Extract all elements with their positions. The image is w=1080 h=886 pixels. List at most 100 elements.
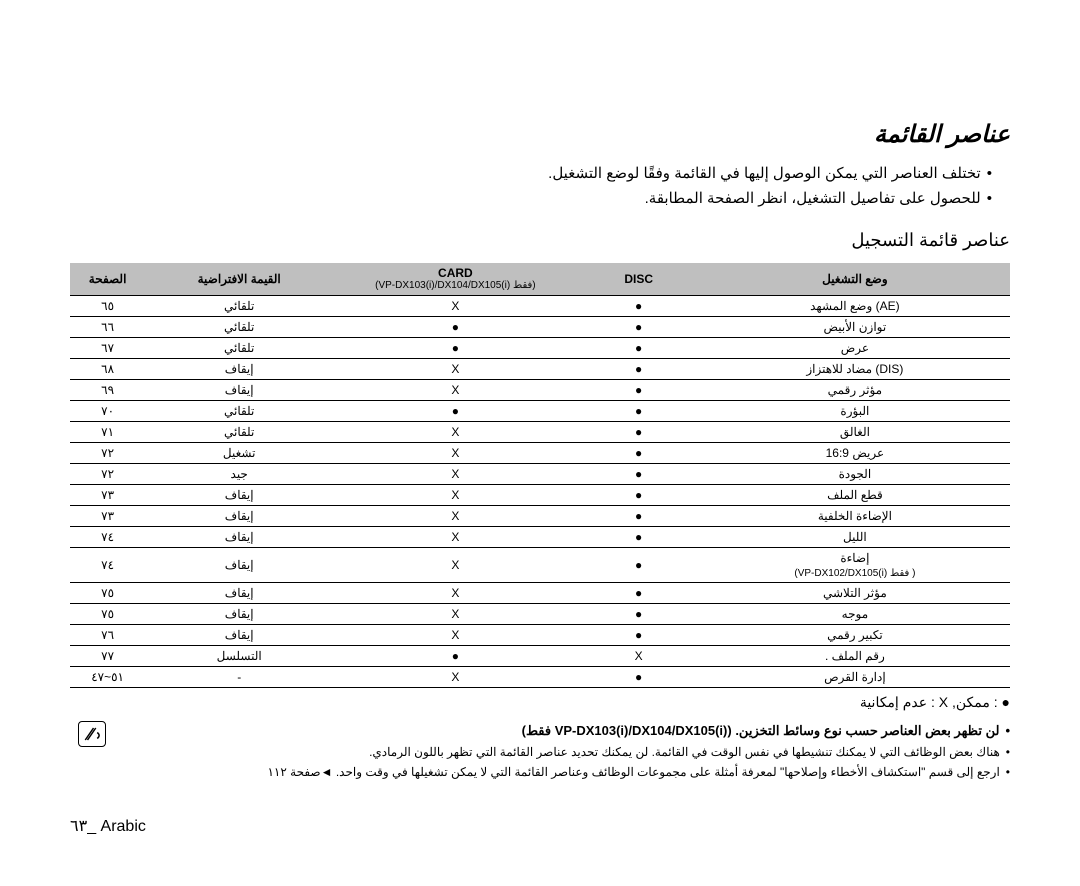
table-cell: ٧٣ <box>70 485 145 506</box>
table-cell: . رقم الملف <box>700 646 1010 667</box>
table-row: ٧١تلقائيX●الغالق <box>70 422 1010 443</box>
table-cell: ٦٦ <box>70 317 145 338</box>
table-cell: ● <box>578 667 700 688</box>
table-cell: ● <box>578 296 700 317</box>
table-cell: الغالق <box>700 422 1010 443</box>
table-cell: X <box>333 527 577 548</box>
table-row: ٧٥إيقافX●مؤثر التلاشي <box>70 583 1010 604</box>
table-row: ٥١~٤٧-X●إدارة القرص <box>70 667 1010 688</box>
table-cell: قطع الملف <box>700 485 1010 506</box>
table-cell: ٦٩ <box>70 380 145 401</box>
bullet-2: للحصول على تفاصيل التشغيل، انظر الصفحة ا… <box>645 190 981 207</box>
table-cell: ٦٧ <box>70 338 145 359</box>
table-row: ٧٤إيقافX●الليل <box>70 527 1010 548</box>
table-cell: X <box>333 443 577 464</box>
table-row: ٦٩إيقافX●مؤثر رقمي <box>70 380 1010 401</box>
table-cell: تشغيل <box>145 443 333 464</box>
table-cell: ● <box>578 548 700 583</box>
table-cell: ٦٨ <box>70 359 145 380</box>
table-cell: عرض <box>700 338 1010 359</box>
table-cell: تلقائي <box>145 401 333 422</box>
table-cell: X <box>333 359 577 380</box>
table-cell: تلقائي <box>145 317 333 338</box>
table-cell: X <box>333 422 577 443</box>
table-cell: ● <box>578 443 700 464</box>
table-cell: إيقاف <box>145 380 333 401</box>
table-cell: ● <box>578 527 700 548</box>
table-cell: ● <box>578 359 700 380</box>
table-cell: إيقاف <box>145 485 333 506</box>
table-cell: ٦٥ <box>70 296 145 317</box>
table-cell: البؤرة <box>700 401 1010 422</box>
table-row: ٧٤إيقافX●إضاءة(VP-DX102/DX105(i) فقط ) <box>70 548 1010 583</box>
table-cell: جيد <box>145 464 333 485</box>
table-cell: X <box>333 667 577 688</box>
page-footer: ٦٣_ Arabic <box>70 816 146 836</box>
note-icon <box>78 721 106 747</box>
table-cell: ● <box>578 338 700 359</box>
table-cell: إيقاف <box>145 527 333 548</box>
table-cell: إيقاف <box>145 604 333 625</box>
table-cell: ٧٤ <box>70 527 145 548</box>
table-cell: ٧٧ <box>70 646 145 667</box>
section-subtitle: عناصر قائمة التسجيل <box>70 230 1010 251</box>
table-cell: ٧٠ <box>70 401 145 422</box>
table-cell: ٧١ <box>70 422 145 443</box>
note-3: ارجع إلى قسم "استكشاف الأخطاء وإصلاحها" … <box>267 765 999 779</box>
table-row: ٧٢تشغيلX●16:9 عريض <box>70 443 1010 464</box>
table-cell: تلقائي <box>145 296 333 317</box>
notes-block: •لن تظهر بعض العناصر حسب نوع وسائط التخز… <box>70 721 1010 783</box>
table-cell: X <box>333 296 577 317</box>
table-cell: تلقائي <box>145 422 333 443</box>
table-cell: إيقاف <box>145 506 333 527</box>
table-cell: إدارة القرص <box>700 667 1010 688</box>
table-cell: ٧٥ <box>70 583 145 604</box>
table-cell: ● <box>578 506 700 527</box>
table-cell: ● <box>578 422 700 443</box>
table-cell: الليل <box>700 527 1010 548</box>
table-cell: ● <box>578 317 700 338</box>
table-cell: ● <box>578 464 700 485</box>
table-cell: 16:9 عريض <box>700 443 1010 464</box>
table-cell: X <box>333 380 577 401</box>
table-cell: إضاءة(VP-DX102/DX105(i) فقط ) <box>700 548 1010 583</box>
note-2: هناك بعض الوظائف التي لا يمكنك تنشيطها ف… <box>369 745 1000 759</box>
col-card: CARD (VP-DX103(i)/DX104/DX105(i) فقط) <box>333 263 577 296</box>
table-cell: ● <box>578 485 700 506</box>
table-cell: ٧٤ <box>70 548 145 583</box>
bullet-1: تختلف العناصر التي يمكن الوصول إليها في … <box>548 165 981 182</box>
table-cell: إيقاف <box>145 583 333 604</box>
table-cell: X <box>333 485 577 506</box>
table-cell: ● <box>578 604 700 625</box>
table-row: ٧٢جيدX●الجودة <box>70 464 1010 485</box>
table-cell: ٧٢ <box>70 443 145 464</box>
table-cell: X <box>333 464 577 485</box>
table-cell: مؤثر رقمي <box>700 380 1010 401</box>
table-cell: ● <box>333 317 577 338</box>
table-cell: ٧٥ <box>70 604 145 625</box>
table-cell: X <box>333 548 577 583</box>
table-cell: X <box>333 625 577 646</box>
table-row: ٧٣إيقافX●الإضاءة الخلفية <box>70 506 1010 527</box>
table-row: ٦٦تلقائي●●توازن الأبيض <box>70 317 1010 338</box>
table-cell: موجه <box>700 604 1010 625</box>
intro-bullets: •تختلف العناصر التي يمكن الوصول إليها في… <box>70 163 1010 210</box>
table-cell: مؤثر التلاشي <box>700 583 1010 604</box>
col-mode: وضع التشغيل <box>700 263 1010 296</box>
table-cell: تلقائي <box>145 338 333 359</box>
page-title: عناصر القائمة <box>70 120 1010 149</box>
table-cell: ● <box>578 583 700 604</box>
table-cell: ٥١~٤٧ <box>70 667 145 688</box>
table-row: ٧٣إيقافX●قطع الملف <box>70 485 1010 506</box>
table-cell: ● <box>578 625 700 646</box>
table-cell: ٧٢ <box>70 464 145 485</box>
table-cell: ٧٣ <box>70 506 145 527</box>
table-cell: ● <box>578 380 700 401</box>
table-row: ٧٦إيقافX●تكبير رقمي <box>70 625 1010 646</box>
table-row: ٦٧تلقائي●●عرض <box>70 338 1010 359</box>
table-cell: الجودة <box>700 464 1010 485</box>
table-row: ٦٨إيقافX●مضاد للاهتزاز (DIS) <box>70 359 1010 380</box>
table-cell: توازن الأبيض <box>700 317 1010 338</box>
table-row: ٦٥تلقائيX●وضع المشهد (AE) <box>70 296 1010 317</box>
table-cell: الإضاءة الخلفية <box>700 506 1010 527</box>
